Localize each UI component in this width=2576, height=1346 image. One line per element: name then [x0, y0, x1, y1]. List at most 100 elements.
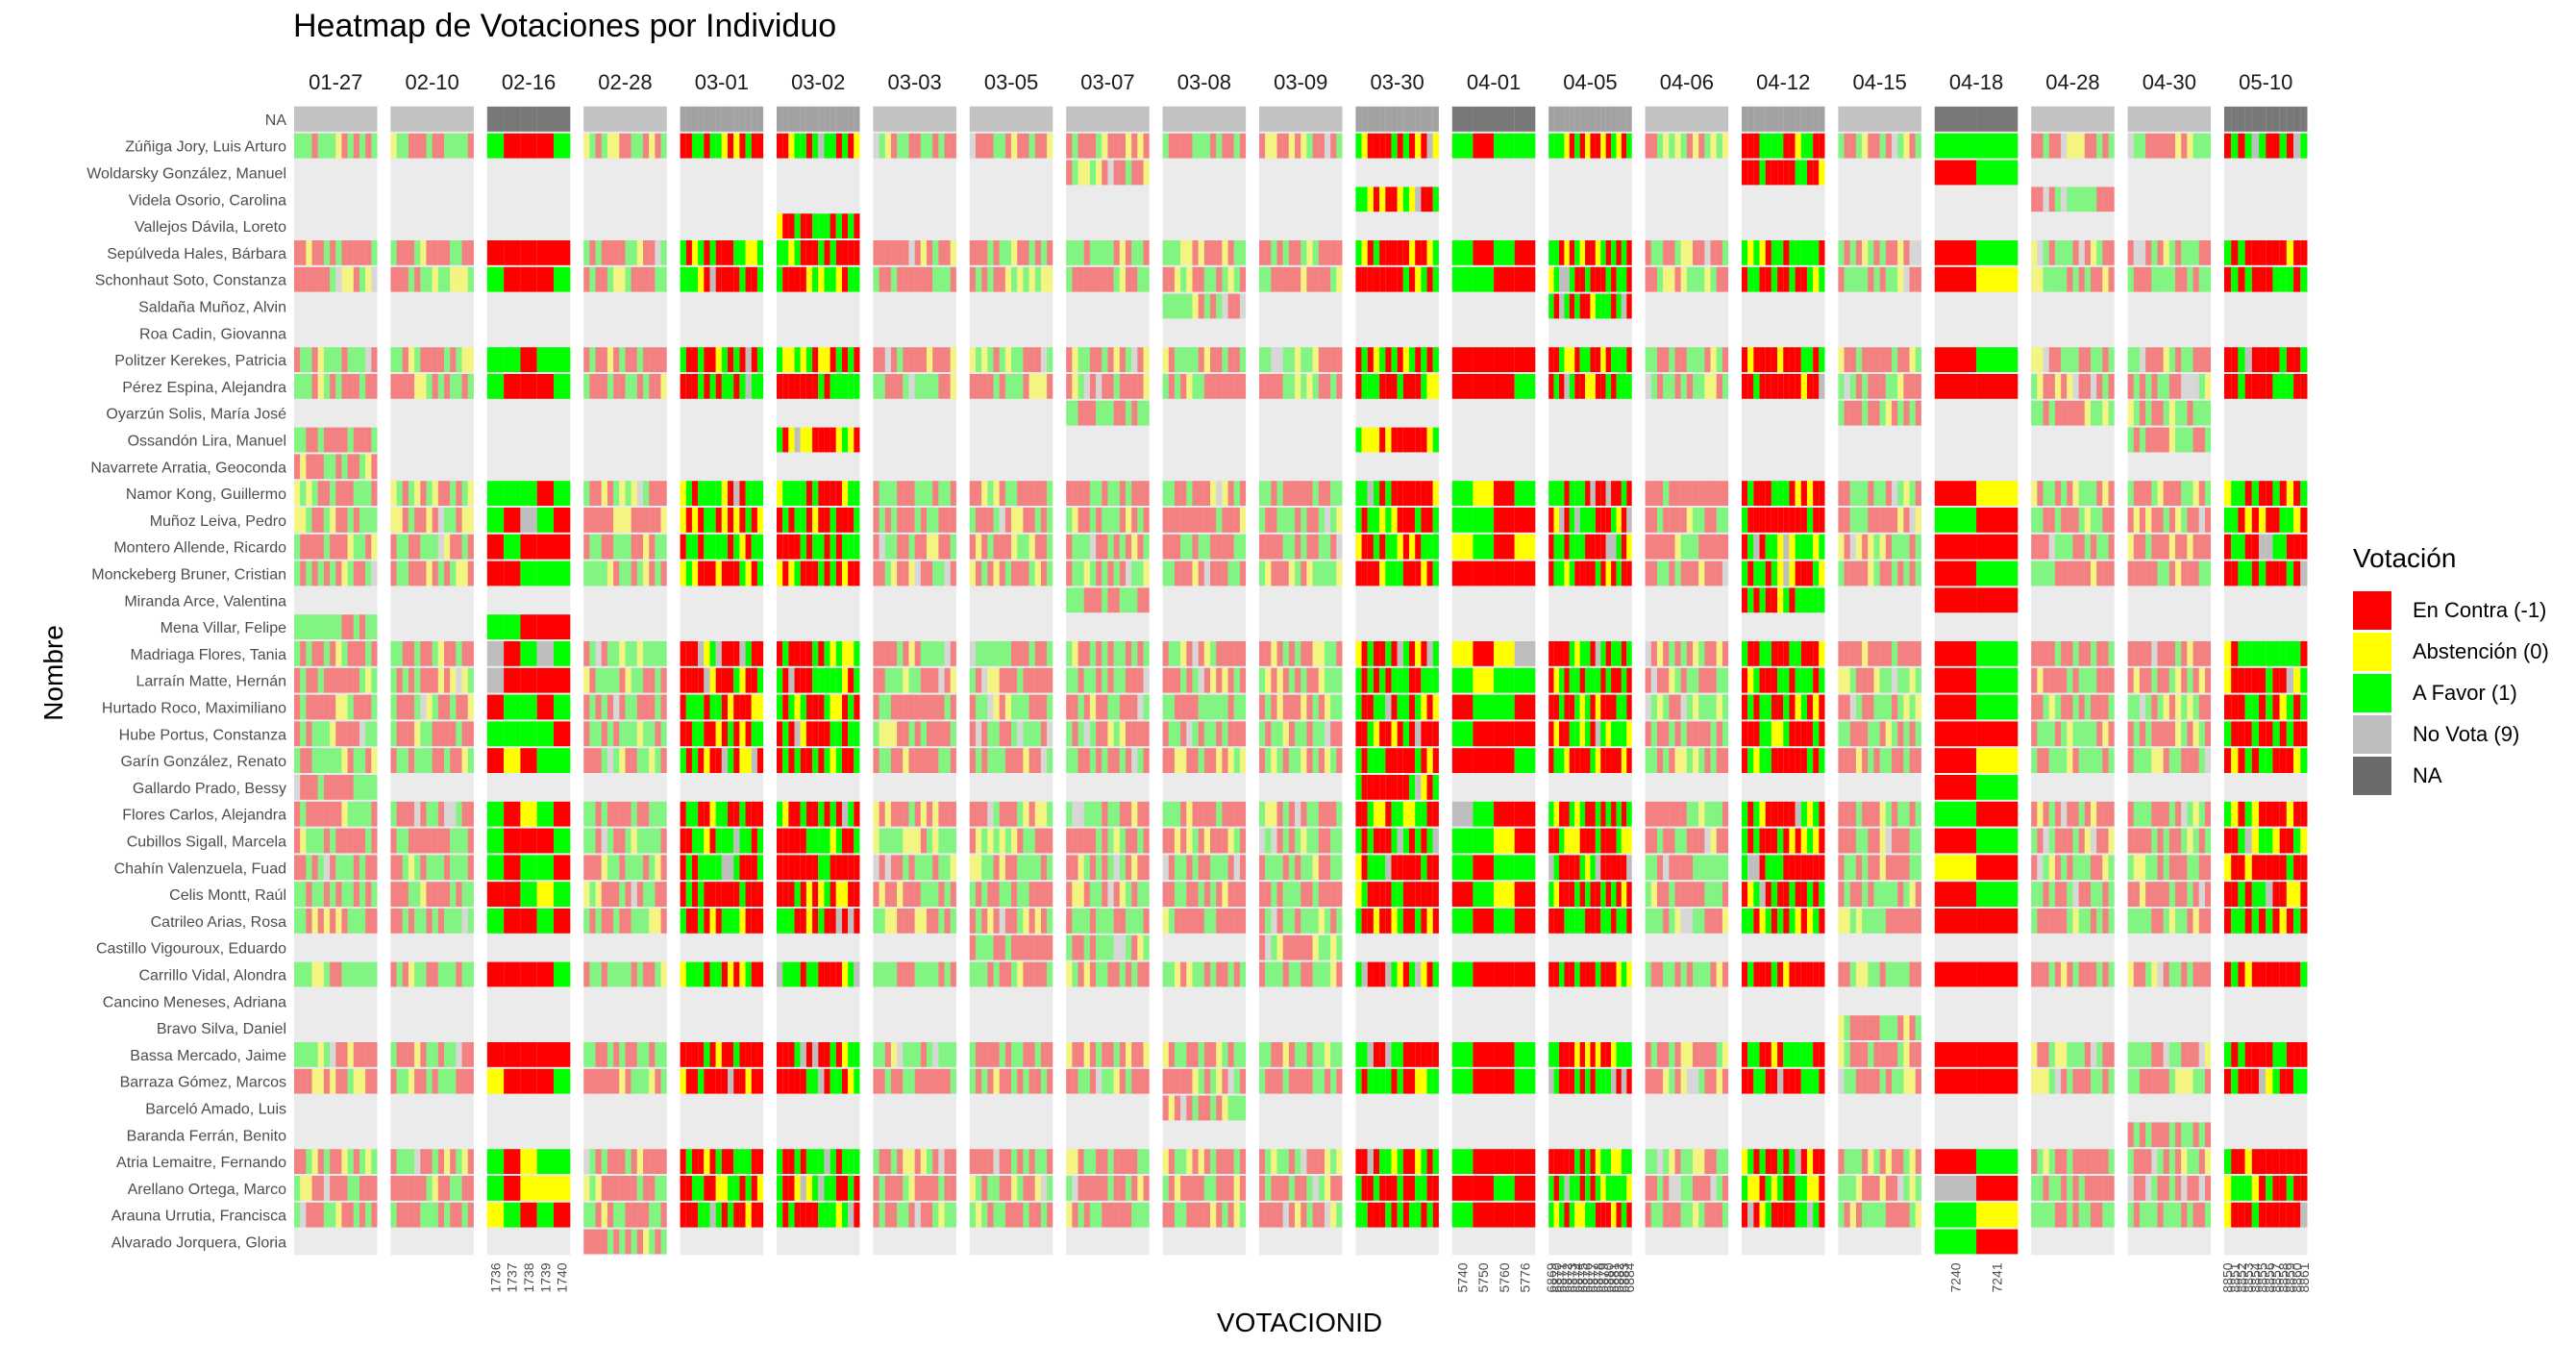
heatmap-cell: [1373, 240, 1380, 265]
heatmap-cell: [782, 961, 789, 987]
heatmap-cell: [554, 133, 571, 159]
heatmap-cell: [1621, 667, 1627, 693]
heatmap-cell: [1107, 1068, 1114, 1094]
heatmap-cell: [1180, 1042, 1187, 1067]
heatmap-cell: [1355, 133, 1362, 159]
heatmap-cell: [1066, 240, 1073, 265]
heatmap-cell: [969, 935, 976, 960]
heatmap-cell: [932, 266, 939, 292]
heatmap-cell: [1421, 855, 1427, 881]
heatmap-cell: [1047, 107, 1053, 132]
heatmap-cell: [359, 1068, 366, 1094]
heatmap-cell: [950, 240, 956, 265]
heatmap-cell: [920, 694, 928, 720]
heatmap-cell: [1113, 1149, 1120, 1174]
heatmap-cell: [908, 1042, 915, 1067]
heatmap-cell: [873, 374, 879, 399]
heatmap-cell: [1077, 481, 1084, 506]
heatmap-cell: [300, 828, 307, 854]
heatmap-cell: [938, 721, 945, 747]
heatmap-cell: [884, 266, 891, 292]
heatmap-cell: [993, 748, 1000, 773]
heatmap-cell: [1595, 133, 1601, 159]
heatmap-cell: [884, 107, 891, 132]
heatmap-cell: [1227, 721, 1234, 747]
heatmap-cell: [636, 748, 643, 773]
heatmap-cell: [1017, 240, 1024, 265]
heatmap-cell: [649, 961, 656, 987]
heatmap-cell: [745, 347, 752, 372]
heatmap-cell: [1089, 133, 1097, 159]
heatmap-cell: [969, 909, 976, 934]
heatmap-cell: [927, 508, 933, 533]
heatmap-cell: [728, 266, 734, 292]
heatmap-cell: [1605, 961, 1612, 987]
heatmap-cell: [359, 667, 366, 693]
heatmap-cell: [1143, 1149, 1150, 1174]
heatmap-cell: [987, 374, 994, 399]
heatmap-cell: [1569, 293, 1575, 319]
heatmap-cell: [461, 240, 468, 265]
heatmap-cell: [824, 882, 830, 907]
x-tick-label: 6875: [1574, 1262, 1590, 1292]
heatmap-cell: [854, 721, 860, 747]
heatmap-cell: [1426, 561, 1433, 586]
heatmap-cell: [1282, 481, 1289, 506]
heatmap-cell: [969, 1202, 976, 1228]
heatmap-cell: [300, 614, 307, 639]
heatmap-cell: [1113, 1042, 1120, 1067]
heatmap-cell: [818, 641, 825, 666]
heatmap-cell: [437, 481, 445, 506]
heatmap-cell: [1318, 855, 1325, 881]
heatmap-cell: [655, 855, 661, 881]
heatmap-cell: [1569, 855, 1575, 881]
heatmap-cell: [1295, 508, 1301, 533]
heatmap-cell: [396, 133, 403, 159]
heatmap-cell: [721, 347, 729, 372]
heatmap-cell: [698, 1176, 705, 1201]
heatmap-cell: [1040, 1042, 1048, 1067]
heatmap-cell: [680, 508, 686, 533]
heatmap-cell: [1494, 801, 1515, 827]
heatmap-cell: [583, 534, 590, 560]
heatmap-cell: [1210, 534, 1217, 560]
heatmap-cell: [812, 481, 819, 506]
heatmap-cell: [613, 801, 620, 827]
heatmap-cell: [728, 107, 734, 132]
heatmap-cell: [1361, 1202, 1368, 1228]
heatmap-cell: [1451, 721, 1474, 747]
heatmap-cell: [950, 801, 956, 827]
heatmap-cell: [1233, 107, 1240, 132]
heatmap-cell: [788, 855, 795, 881]
heatmap-cell: [601, 961, 607, 987]
heatmap-cell: [1131, 374, 1138, 399]
heatmap-cell: [890, 1042, 898, 1067]
heatmap-cell: [1318, 266, 1325, 292]
heatmap-cell: [777, 1202, 783, 1228]
heatmap-cell: [1077, 160, 1084, 186]
heatmap-cell: [323, 561, 331, 586]
heatmap-cell: [721, 828, 729, 854]
heatmap-cell: [1083, 828, 1090, 854]
heatmap-cell: [1040, 935, 1048, 960]
facet-label: 04-01: [1467, 70, 1521, 94]
heatmap-cell: [1119, 240, 1126, 265]
heatmap-cell: [1028, 909, 1035, 934]
heatmap-cell: [601, 133, 607, 159]
heatmap-cell: [1137, 909, 1144, 934]
heatmap-cell: [1574, 561, 1580, 586]
heatmap-cell: [1553, 107, 1560, 132]
heatmap-cell: [1143, 107, 1150, 132]
heatmap-cell: [1355, 1176, 1362, 1201]
heatmap-cell: [317, 667, 324, 693]
heatmap-cell: [709, 534, 716, 560]
heatmap-cell: [873, 107, 879, 132]
heatmap-cell: [1564, 266, 1570, 292]
heatmap-cell: [504, 694, 521, 720]
heatmap-cell: [1336, 107, 1343, 132]
heatmap-cell: [636, 1202, 643, 1228]
heatmap-cell: [420, 694, 427, 720]
heatmap-cell: [739, 694, 746, 720]
heatmap-cell: [788, 213, 795, 238]
heatmap-cell: [777, 107, 783, 132]
